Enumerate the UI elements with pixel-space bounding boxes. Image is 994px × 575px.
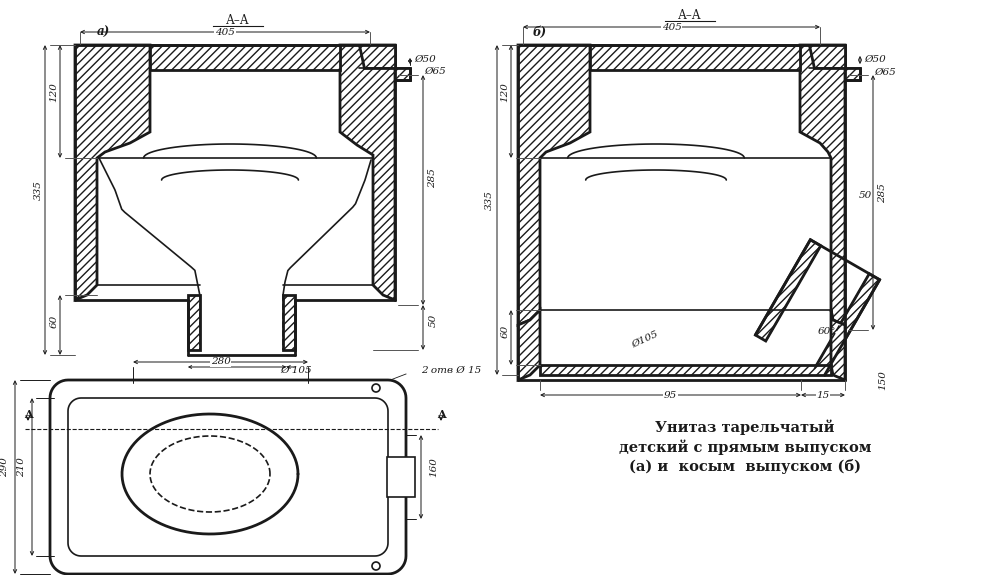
Text: 60: 60: [50, 315, 59, 328]
Polygon shape: [75, 45, 150, 300]
Polygon shape: [518, 45, 589, 325]
Text: 2 отв Ø 15: 2 отв Ø 15: [420, 366, 481, 374]
Polygon shape: [68, 398, 388, 556]
Circle shape: [372, 562, 380, 570]
Polygon shape: [799, 45, 844, 325]
Polygon shape: [340, 45, 395, 300]
Polygon shape: [813, 274, 879, 375]
Text: Ø50: Ø50: [414, 55, 435, 63]
Polygon shape: [518, 310, 540, 380]
Polygon shape: [830, 310, 844, 380]
Polygon shape: [50, 380, 406, 574]
Polygon shape: [754, 240, 820, 341]
Polygon shape: [282, 295, 294, 350]
Text: 335: 335: [34, 180, 43, 200]
Text: Ø65: Ø65: [874, 67, 895, 76]
Text: 50: 50: [858, 190, 871, 200]
Text: Ø50: Ø50: [863, 55, 885, 63]
Text: A: A: [436, 409, 445, 420]
Polygon shape: [150, 45, 340, 70]
Text: 290: 290: [1, 457, 10, 477]
Text: А–А: А–А: [226, 13, 249, 26]
Text: 120: 120: [500, 82, 509, 102]
Polygon shape: [359, 45, 410, 80]
Text: б): б): [533, 25, 547, 39]
Text: 335: 335: [484, 190, 493, 210]
Text: 160: 160: [429, 457, 438, 477]
Text: Ø105: Ø105: [629, 330, 659, 350]
Polygon shape: [540, 365, 830, 375]
Text: (а) и  косым  выпуском (б): (а) и косым выпуском (б): [628, 459, 860, 474]
Text: А–А: А–А: [678, 9, 701, 21]
Text: Унитаз тарельчатый: Унитаз тарельчатый: [655, 419, 834, 435]
Text: 210: 210: [18, 457, 27, 477]
Text: 60: 60: [500, 324, 509, 338]
Text: 120: 120: [50, 82, 59, 102]
Text: детский с прямым выпуском: детский с прямым выпуском: [618, 439, 871, 455]
Polygon shape: [808, 45, 859, 80]
Text: 285: 285: [428, 168, 437, 187]
Text: Ø 105: Ø 105: [280, 366, 312, 374]
Text: 50: 50: [428, 314, 437, 327]
Text: 285: 285: [878, 183, 887, 202]
Polygon shape: [589, 45, 799, 70]
Text: Ø65: Ø65: [423, 67, 445, 75]
Text: 280: 280: [211, 358, 231, 366]
Polygon shape: [188, 295, 200, 350]
Text: 15: 15: [815, 390, 829, 400]
Text: 95: 95: [663, 390, 677, 400]
Text: A: A: [24, 409, 32, 420]
Polygon shape: [387, 457, 414, 497]
Text: 405: 405: [661, 22, 681, 32]
Text: 405: 405: [215, 28, 235, 36]
Text: 60°: 60°: [817, 328, 835, 336]
Text: а): а): [96, 25, 110, 39]
Circle shape: [372, 384, 380, 392]
Text: 150: 150: [878, 370, 887, 390]
